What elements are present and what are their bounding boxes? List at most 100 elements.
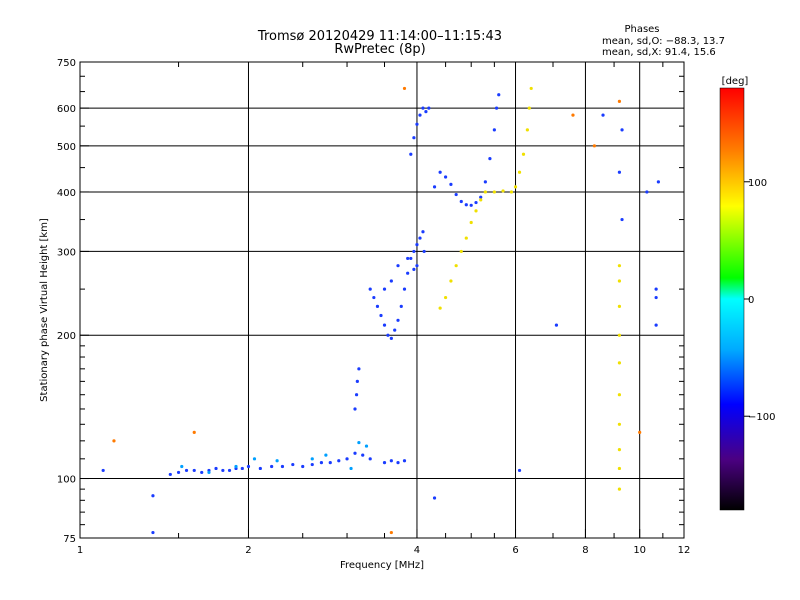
x-tick-label: 6: [512, 545, 518, 556]
data-point: [389, 459, 393, 463]
data-point: [438, 170, 442, 174]
data-point: [396, 461, 400, 465]
colorbar: [719, 87, 745, 511]
data-point: [345, 457, 349, 461]
data-point: [412, 136, 416, 140]
data-point: [375, 304, 380, 308]
data-point: [424, 110, 428, 114]
data-point: [617, 393, 622, 397]
data-point: [372, 295, 376, 300]
data-point: [301, 464, 305, 469]
data-point: [617, 99, 622, 103]
data-point: [418, 113, 422, 117]
data-point: [280, 464, 285, 469]
y-tick-label: 750: [57, 58, 76, 69]
data-point: [617, 304, 622, 308]
data-point: [415, 122, 419, 126]
y-tick-label: 100: [57, 475, 76, 486]
chart-title: Tromsø 20120429 11:14:00–11:15:43: [257, 29, 502, 44]
data-point: [355, 379, 359, 383]
data-point: [180, 464, 184, 469]
data-point: [328, 461, 332, 465]
data-point: [513, 185, 518, 189]
x-tick-label: 4: [414, 545, 420, 556]
data-point: [483, 190, 487, 194]
y-tick-label: 400: [57, 188, 76, 199]
x-axis-label: Frequency [MHz]: [340, 560, 424, 571]
data-point: [617, 170, 622, 174]
data-point: [521, 152, 526, 156]
data-point: [571, 113, 575, 117]
data-point: [324, 453, 328, 457]
x-tick-label: 1: [77, 545, 83, 556]
data-point: [402, 86, 407, 91]
data-point: [617, 279, 622, 283]
data-point: [592, 144, 596, 148]
data-point: [382, 323, 387, 327]
y-tick-label: 600: [57, 104, 76, 115]
data-point: [382, 287, 387, 291]
data-point: [389, 336, 393, 340]
data-point: [357, 367, 361, 371]
data-point: [275, 459, 279, 463]
data-point: [654, 295, 658, 300]
data-point: [291, 462, 295, 467]
data-point: [464, 203, 468, 207]
data-point: [432, 496, 437, 500]
chart-subtitle: RwPretec (8p): [334, 42, 425, 57]
data-point: [412, 267, 416, 272]
colorbar-tick-label: −100: [748, 412, 775, 423]
data-point: [474, 200, 478, 205]
data-point: [368, 287, 372, 291]
data-point: [494, 106, 499, 110]
data-point: [617, 448, 622, 452]
data-point: [617, 264, 622, 268]
data-point: [488, 157, 492, 161]
data-point: [101, 468, 105, 473]
colorbar-ticks: 100 0 −100: [744, 178, 775, 423]
data-point: [509, 190, 514, 194]
data-point: [353, 407, 357, 411]
x-tick-label: 2: [245, 545, 251, 556]
data-point: [227, 468, 232, 473]
data-point: [438, 306, 442, 310]
grid-lines: [80, 62, 684, 538]
data-point: [443, 175, 448, 179]
data-point: [310, 462, 314, 467]
data-point: [353, 451, 357, 455]
x-tick-label: 12: [678, 545, 691, 556]
data-point: [529, 86, 533, 91]
data-point: [517, 170, 522, 174]
data-point: [492, 190, 496, 194]
colorbar-tick-label: 0: [748, 295, 754, 306]
data-point: [357, 440, 361, 445]
data-point: [617, 466, 622, 471]
data-point: [454, 264, 458, 268]
data-point: [396, 318, 400, 322]
y-tick-label: 500: [57, 142, 76, 153]
data-point: [525, 128, 529, 132]
data-point: [656, 180, 660, 184]
data-point: [184, 468, 189, 473]
data-point: [270, 464, 274, 469]
data-point: [319, 461, 324, 465]
data-point: [393, 328, 397, 332]
data-point: [252, 457, 257, 461]
y-tick-label: 75: [63, 534, 76, 545]
data-point: [310, 457, 314, 461]
data-point: [645, 190, 649, 194]
data-point: [654, 323, 658, 327]
plot-frame: [79, 61, 685, 539]
data-point: [151, 494, 155, 498]
data-point: [168, 472, 172, 477]
data-point: [418, 236, 422, 240]
data-point: [554, 323, 559, 327]
data-point: [192, 468, 196, 473]
data-point: [638, 430, 642, 434]
data-point: [443, 295, 448, 300]
data-point: [406, 256, 410, 261]
data-point: [427, 106, 431, 110]
data-point: [620, 128, 624, 132]
data-point: [214, 466, 218, 471]
